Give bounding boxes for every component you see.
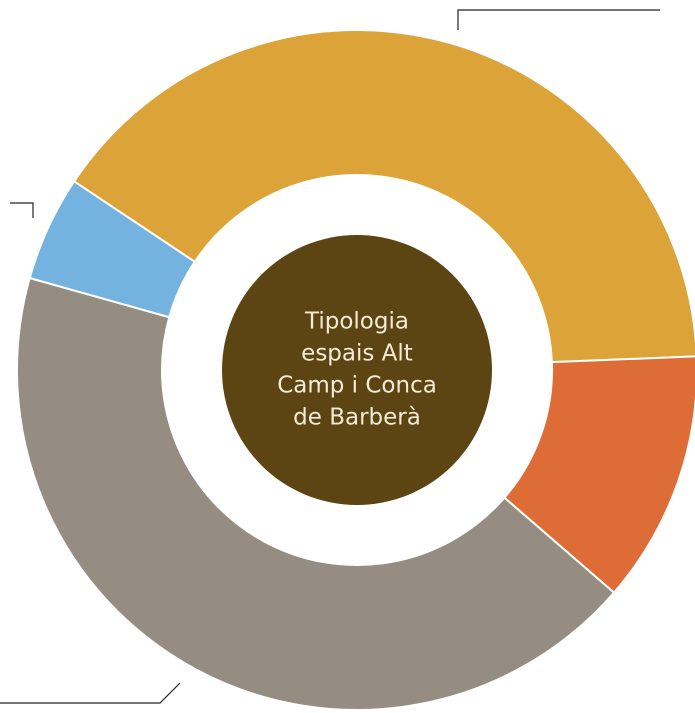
center-text-line: de Barberà — [293, 405, 421, 431]
center-circle — [222, 235, 492, 505]
center-text-line: espais Alt — [301, 341, 413, 367]
slices — [16, 29, 695, 711]
center-text-line: Tipologia — [304, 309, 409, 335]
slice — [72, 29, 695, 364]
leader-line — [0, 682, 181, 704]
leader-line — [457, 9, 660, 30]
leader-line — [10, 202, 34, 218]
center-text-line: Camp i Conca — [277, 373, 437, 399]
slice — [16, 276, 616, 711]
slice — [28, 179, 197, 319]
center-label: Tipologia espais Alt Camp i Conca de Barber… — [277, 309, 437, 431]
